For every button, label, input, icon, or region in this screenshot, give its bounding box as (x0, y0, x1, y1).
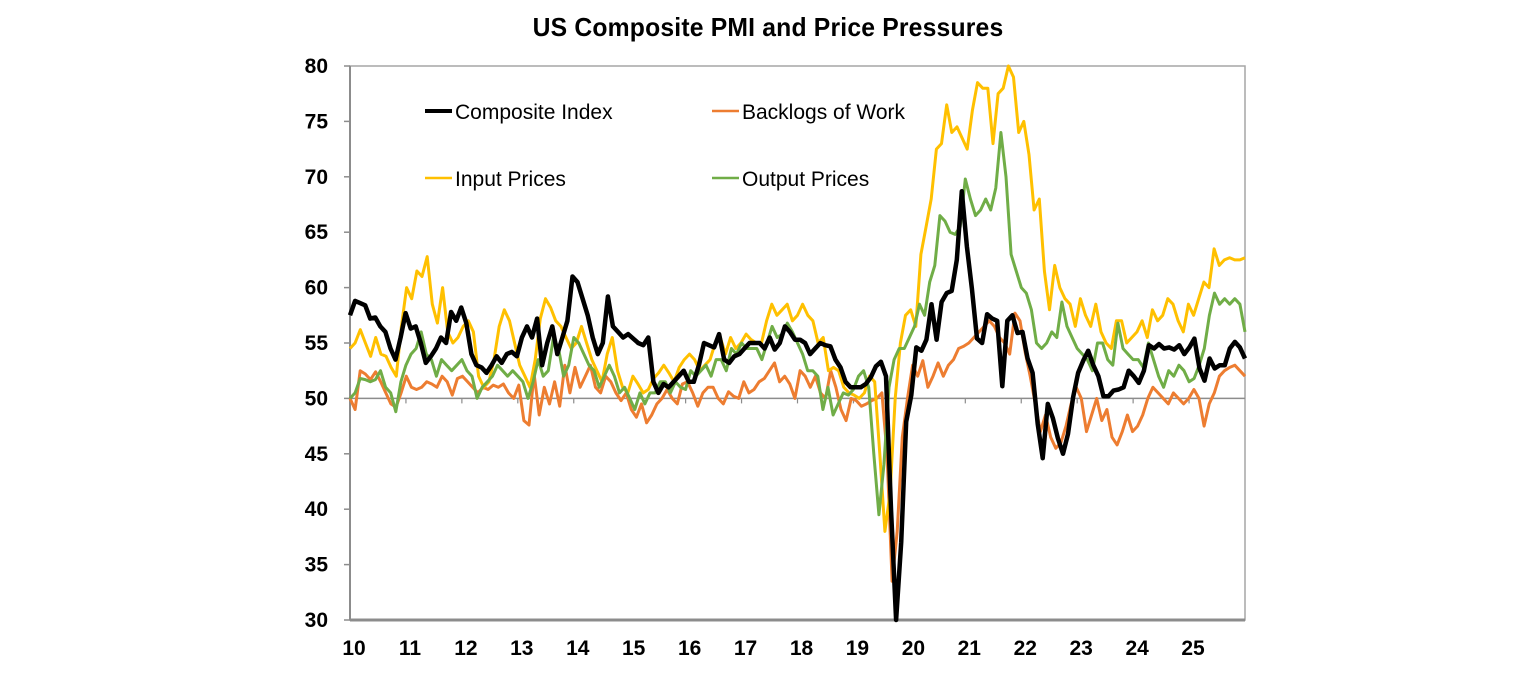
legend: Composite Index Backlogs of Work Input Pri… (425, 101, 906, 191)
x-tick-label: 14 (566, 637, 590, 660)
y-tick-label: 70 (305, 166, 328, 189)
y-tick-label: 40 (305, 498, 328, 521)
legend-label: Input Prices (455, 168, 566, 191)
legend-label: Output Prices (742, 168, 869, 191)
x-tick-label: 21 (958, 637, 982, 660)
x-tick-label: 25 (1181, 637, 1205, 660)
x-tick-label: 22 (1014, 637, 1037, 660)
series-layer (347, 64, 1248, 623)
x-tick-label: 24 (1125, 637, 1149, 660)
y-tick-label: 30 (305, 609, 328, 632)
series-line-backlogs-of-work (348, 311, 1247, 583)
y-tick-label: 60 (305, 277, 328, 300)
x-tick-label: 18 (790, 637, 814, 660)
x-axis: 10 11 12 13 14 15 16 17 18 19 20 21 22 23 24 25 (342, 397, 1245, 660)
x-tick-label: 12 (454, 637, 477, 660)
y-axis: 30 35 40 45 50 55 60 65 70 75 80 (305, 55, 351, 632)
x-tick-label: 11 (399, 637, 422, 660)
x-tick-label: 23 (1070, 637, 1093, 660)
legend-item-input-prices: Input Prices (425, 168, 566, 191)
x-tick-label: 10 (342, 637, 365, 660)
y-tick-label: 55 (305, 332, 329, 355)
x-tick-label: 15 (622, 637, 646, 660)
legend-item-composite-index: Composite Index (425, 101, 613, 124)
y-tick-label: 80 (305, 55, 328, 78)
legend-label: Backlogs of Work (742, 101, 906, 124)
y-tick-label: 45 (305, 443, 329, 466)
y-tick-label: 65 (305, 221, 329, 244)
series-line-input-prices (348, 64, 1246, 533)
legend-item-backlogs-of-work: Backlogs of Work (712, 101, 906, 124)
y-tick-label: 50 (305, 387, 328, 410)
x-tick-label: 17 (734, 637, 757, 660)
chart-title: US Composite PMI and Price Pressures (532, 12, 1004, 42)
legend-item-output-prices: Output Prices (712, 168, 869, 191)
series-line-output-prices (348, 131, 1247, 517)
x-tick-label: 19 (846, 637, 869, 660)
series-line-composite-index (347, 188, 1248, 623)
legend-label: Composite Index (455, 101, 613, 124)
y-tick-label: 35 (305, 554, 329, 577)
y-tick-label: 75 (305, 110, 329, 133)
x-tick-label: 13 (510, 637, 533, 660)
x-tick-label: 20 (902, 637, 925, 660)
x-tick-label: 16 (678, 637, 701, 660)
